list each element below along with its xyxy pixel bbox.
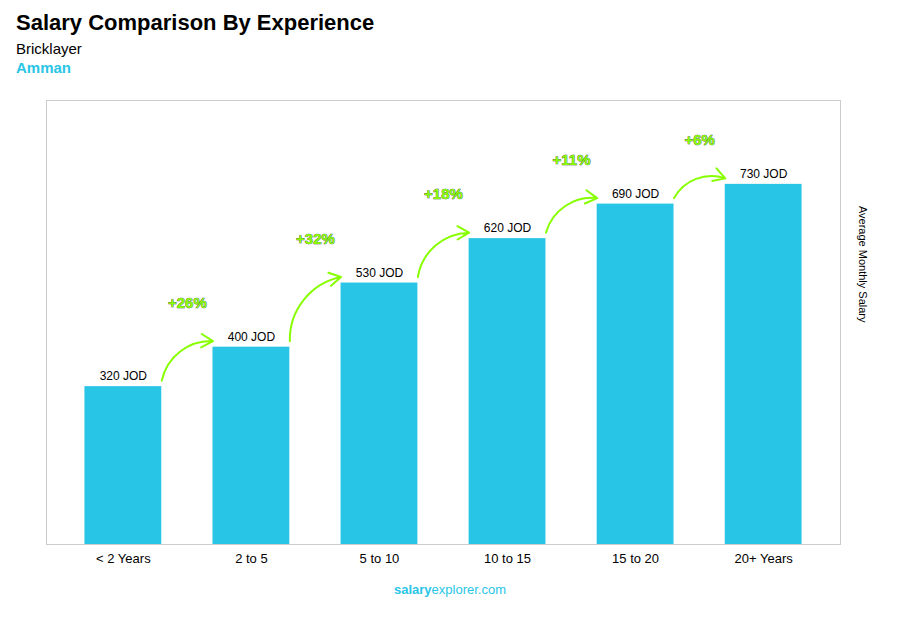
svg-text:20+ Years: 20+ Years xyxy=(735,551,794,566)
html-text:salary explorer.com: salary explorer.com xyxy=(394,582,506,597)
svg-text:15 to 20: 15 to 20 xyxy=(612,551,659,566)
html-text:Amman: Amman xyxy=(16,59,71,76)
svg-text:620 JOD: 620 JOD xyxy=(484,221,532,235)
svg-text:690 JOD: 690 JOD xyxy=(612,187,660,201)
svg-text:5 to 10: 5 to 10 xyxy=(360,551,400,566)
svg-text:530 JOD: 530 JOD xyxy=(356,266,404,280)
svg-text:+6%: +6% xyxy=(684,131,714,148)
svg-text:320 JOD: 320 JOD xyxy=(100,369,148,383)
svg-text:+32%: +32% xyxy=(296,230,335,247)
svg-text:+18%: +18% xyxy=(424,185,463,202)
html-text:Bricklayer: Bricklayer xyxy=(16,40,82,57)
svg-text:10 to 15: 10 to 15 xyxy=(484,551,531,566)
svg-text:400 JOD: 400 JOD xyxy=(228,330,276,344)
svg-text:+26%: +26% xyxy=(168,294,207,311)
svg-text:730 JOD: 730 JOD xyxy=(740,167,788,181)
svg-text:+11%: +11% xyxy=(553,151,591,168)
svg-text:< 2 Years: < 2 Years xyxy=(96,551,151,566)
html-text:Salary Comparison By Experienc: Salary Comparison By Experience xyxy=(16,10,375,35)
svg-text:Average Monthly Salary: Average Monthly Salary xyxy=(857,206,869,323)
svg-text:2 to 5: 2 to 5 xyxy=(235,551,268,566)
